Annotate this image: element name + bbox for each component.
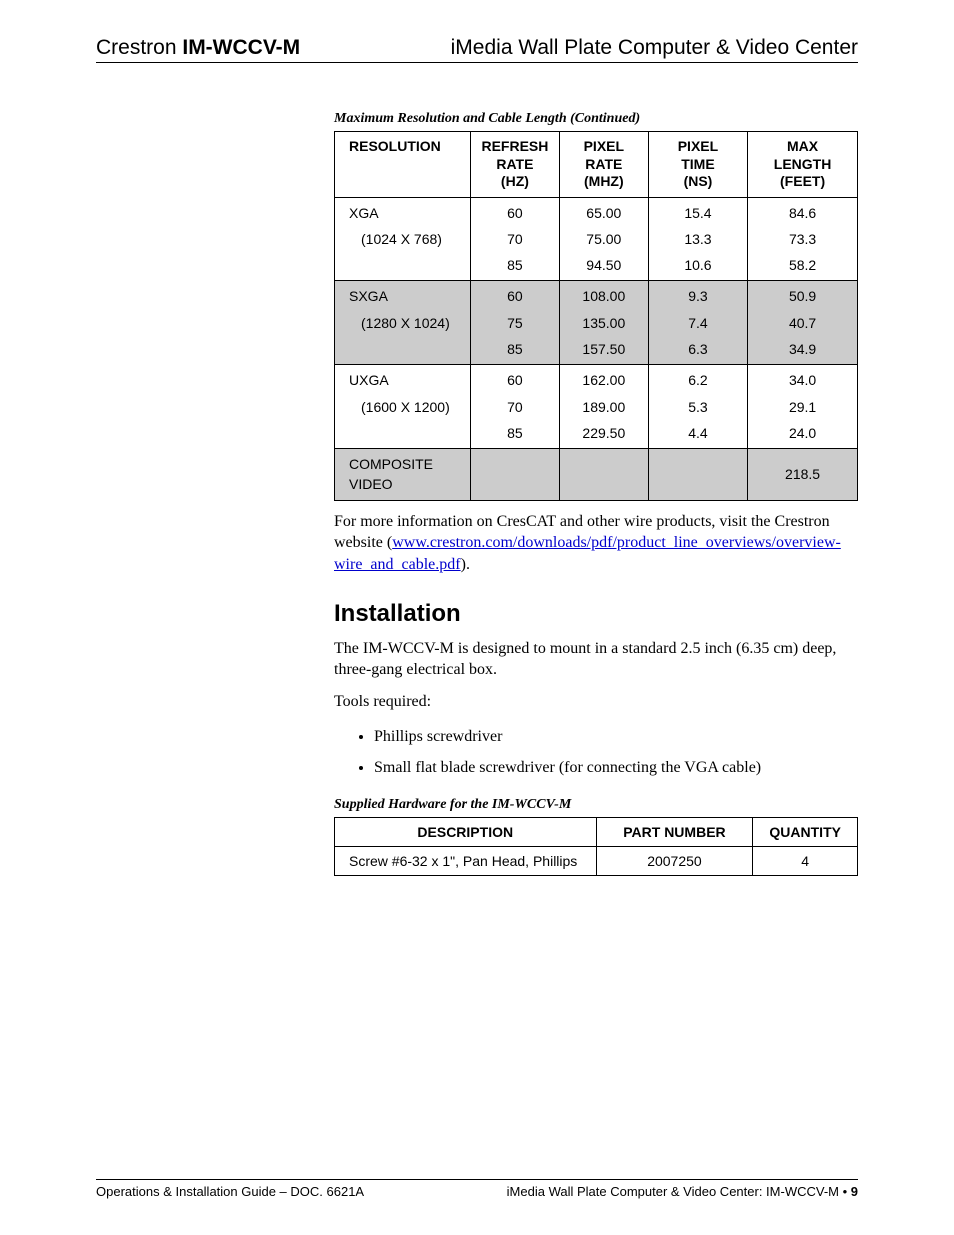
data-cell: 24.0 — [748, 420, 858, 449]
data-cell: Screw #6-32 x 1", Pan Head, Phillips — [335, 847, 597, 876]
data-cell — [470, 449, 559, 501]
data-cell: 85 — [470, 336, 559, 365]
data-cell: 50.9 — [748, 281, 858, 310]
data-cell: 85 — [470, 252, 559, 281]
table1-header: MAXLENGTH(FEET) — [748, 132, 858, 198]
list-item: Phillips screwdriver — [374, 722, 858, 752]
data-cell: 157.50 — [559, 336, 648, 365]
resolution-cell — [335, 252, 471, 281]
resolution-cell — [335, 336, 471, 365]
table-row: XGA6065.0015.484.6 — [335, 197, 858, 226]
data-cell: 9.3 — [648, 281, 747, 310]
resolution-cell: UXGA — [335, 365, 471, 394]
data-cell: 218.5 — [748, 449, 858, 501]
data-cell: 5.3 — [648, 394, 747, 420]
footer-dot: • — [839, 1184, 851, 1199]
data-cell — [559, 449, 648, 501]
installation-heading: Installation — [334, 600, 858, 628]
data-cell: 4 — [753, 847, 858, 876]
page-footer: Operations & Installation Guide – DOC. 6… — [96, 1179, 858, 1199]
table-row: Screw #6-32 x 1", Pan Head, Phillips2007… — [335, 847, 858, 876]
data-cell: 10.6 — [648, 252, 747, 281]
hardware-table: DESCRIPTIONPART NUMBERQUANTITY Screw #6-… — [334, 817, 858, 876]
resolution-table: RESOLUTIONREFRESHRATE(HZ)PIXELRATE(MHZ)P… — [334, 131, 858, 501]
data-cell: 40.7 — [748, 310, 858, 336]
table1-header: PIXELRATE(MHZ) — [559, 132, 648, 198]
brand-name: Crestron — [96, 36, 182, 59]
crestron-link[interactable]: www.crestron.com/downloads/pdf/product_l… — [334, 534, 841, 573]
data-cell: 60 — [470, 281, 559, 310]
para1-post: ). — [461, 556, 470, 573]
data-cell: 70 — [470, 226, 559, 252]
list-item: Small flat blade screwdriver (for connec… — [374, 753, 858, 783]
data-cell: 75.00 — [559, 226, 648, 252]
footer-right-text: iMedia Wall Plate Computer & Video Cente… — [507, 1184, 839, 1199]
data-cell: 108.00 — [559, 281, 648, 310]
data-cell: 94.50 — [559, 252, 648, 281]
footer-page-number: 9 — [851, 1184, 858, 1199]
model-name: IM-WCCV-M — [182, 36, 300, 59]
header-left: Crestron IM-WCCV-M — [96, 36, 300, 60]
data-cell: 13.3 — [648, 226, 747, 252]
table-row: (1600 X 1200)70189.005.329.1 — [335, 394, 858, 420]
data-cell: 7.4 — [648, 310, 747, 336]
table-row: 85157.506.334.9 — [335, 336, 858, 365]
table-row: SXGA60108.009.350.9 — [335, 281, 858, 310]
table2-header: PART NUMBER — [596, 818, 753, 847]
data-cell: 60 — [470, 197, 559, 226]
data-cell: 135.00 — [559, 310, 648, 336]
table1-header: REFRESHRATE(HZ) — [470, 132, 559, 198]
data-cell: 60 — [470, 365, 559, 394]
table-row: 8594.5010.658.2 — [335, 252, 858, 281]
data-cell: 189.00 — [559, 394, 648, 420]
data-cell: 73.3 — [748, 226, 858, 252]
header-right: iMedia Wall Plate Computer & Video Cente… — [451, 36, 858, 60]
table-row: UXGA60162.006.234.0 — [335, 365, 858, 394]
tools-label: Tools required: — [334, 691, 858, 713]
data-cell: 65.00 — [559, 197, 648, 226]
resolution-cell: XGA — [335, 197, 471, 226]
footer-left: Operations & Installation Guide – DOC. 6… — [96, 1184, 364, 1199]
data-cell: 70 — [470, 394, 559, 420]
table1-header: PIXELTIME(NS) — [648, 132, 747, 198]
data-cell: 229.50 — [559, 420, 648, 449]
tools-list: Phillips screwdriverSmall flat blade scr… — [334, 722, 858, 783]
footer-right: iMedia Wall Plate Computer & Video Cente… — [507, 1184, 858, 1199]
install-paragraph: The IM-WCCV-M is designed to mount in a … — [334, 638, 858, 681]
table-row: (1024 X 768)7075.0013.373.3 — [335, 226, 858, 252]
data-cell: 6.3 — [648, 336, 747, 365]
table-row: 85229.504.424.0 — [335, 420, 858, 449]
data-cell: 4.4 — [648, 420, 747, 449]
data-cell: 29.1 — [748, 394, 858, 420]
data-cell: 6.2 — [648, 365, 747, 394]
resolution-cell: (1280 X 1024) — [335, 310, 471, 336]
table2-header: DESCRIPTION — [335, 818, 597, 847]
table2-header: QUANTITY — [753, 818, 858, 847]
data-cell: 2007250 — [596, 847, 753, 876]
table1-caption: Maximum Resolution and Cable Length (Con… — [334, 111, 858, 127]
data-cell: 34.9 — [748, 336, 858, 365]
data-cell: 75 — [470, 310, 559, 336]
resolution-cell — [335, 420, 471, 449]
info-paragraph: For more information on CresCAT and othe… — [334, 511, 858, 576]
resolution-cell: SXGA — [335, 281, 471, 310]
data-cell: 58.2 — [748, 252, 858, 281]
data-cell — [648, 449, 747, 501]
page: Crestron IM-WCCV-M iMedia Wall Plate Com… — [0, 0, 954, 1235]
resolution-cell: (1024 X 768) — [335, 226, 471, 252]
content-area: Maximum Resolution and Cable Length (Con… — [334, 111, 858, 876]
data-cell: 85 — [470, 420, 559, 449]
resolution-cell: COMPOSITE VIDEO — [335, 449, 471, 501]
data-cell: 84.6 — [748, 197, 858, 226]
table-row: COMPOSITE VIDEO 218.5 — [335, 449, 858, 501]
resolution-cell: (1600 X 1200) — [335, 394, 471, 420]
data-cell: 34.0 — [748, 365, 858, 394]
data-cell: 162.00 — [559, 365, 648, 394]
table2-caption: Supplied Hardware for the IM-WCCV-M — [334, 797, 858, 813]
table1-header: RESOLUTION — [335, 132, 471, 198]
page-header: Crestron IM-WCCV-M iMedia Wall Plate Com… — [96, 36, 858, 63]
table-row: (1280 X 1024)75135.007.440.7 — [335, 310, 858, 336]
data-cell: 15.4 — [648, 197, 747, 226]
